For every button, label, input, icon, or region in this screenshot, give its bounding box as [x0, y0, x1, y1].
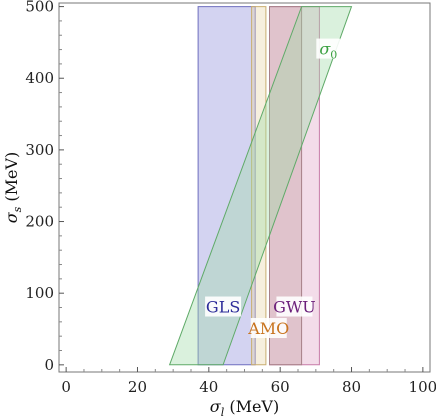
regions-layer: [168, 6, 353, 366]
region-labels-layer: GLS AMO GWU σ0: [205, 38, 341, 339]
y-tick-label: 400: [25, 69, 54, 87]
y-tick-label: 0: [44, 356, 54, 374]
x-tick-label: 100: [409, 378, 436, 396]
region-label-amo: AMO: [247, 319, 289, 338]
region-label-bg-amo: [250, 318, 287, 339]
x-tick-label: 60: [271, 378, 290, 396]
x-axis-title-unit: (MeV): [224, 397, 279, 416]
x-axis-title: σl (MeV): [210, 397, 279, 419]
x-axis-title-sub: l: [221, 406, 225, 419]
x-axis-title-main: σ: [210, 397, 222, 416]
x-tick-label: 20: [128, 378, 147, 396]
region-0-4: [168, 6, 353, 366]
y-axis-title: σs (MeV): [2, 152, 24, 224]
region-label-gwu: GWU: [273, 298, 316, 317]
y-tick-label: 500: [25, 0, 54, 16]
x-tick-label: 0: [61, 378, 71, 396]
y-axis-title-unit: (MeV): [2, 152, 21, 207]
region-label-bg-gwu: [276, 296, 313, 317]
y-tick-label: 100: [25, 284, 54, 302]
y-axis-title-sub: s: [11, 206, 24, 212]
x-tick-label: 40: [199, 378, 218, 396]
y-tick-label: 200: [25, 213, 54, 231]
x-tick-label: 80: [342, 378, 361, 396]
ticks-layer: 0 20 40 60 80 100 0 100 200 300 400 500: [25, 0, 436, 396]
region-label-gls: GLS: [206, 298, 240, 317]
region-label-bg-gls: [205, 296, 242, 317]
y-axis-title-main: σ: [2, 211, 21, 223]
y-tick-label: 300: [25, 141, 54, 159]
region-label-0: σ0: [319, 40, 337, 62]
region-label-bg-0: [316, 38, 341, 59]
